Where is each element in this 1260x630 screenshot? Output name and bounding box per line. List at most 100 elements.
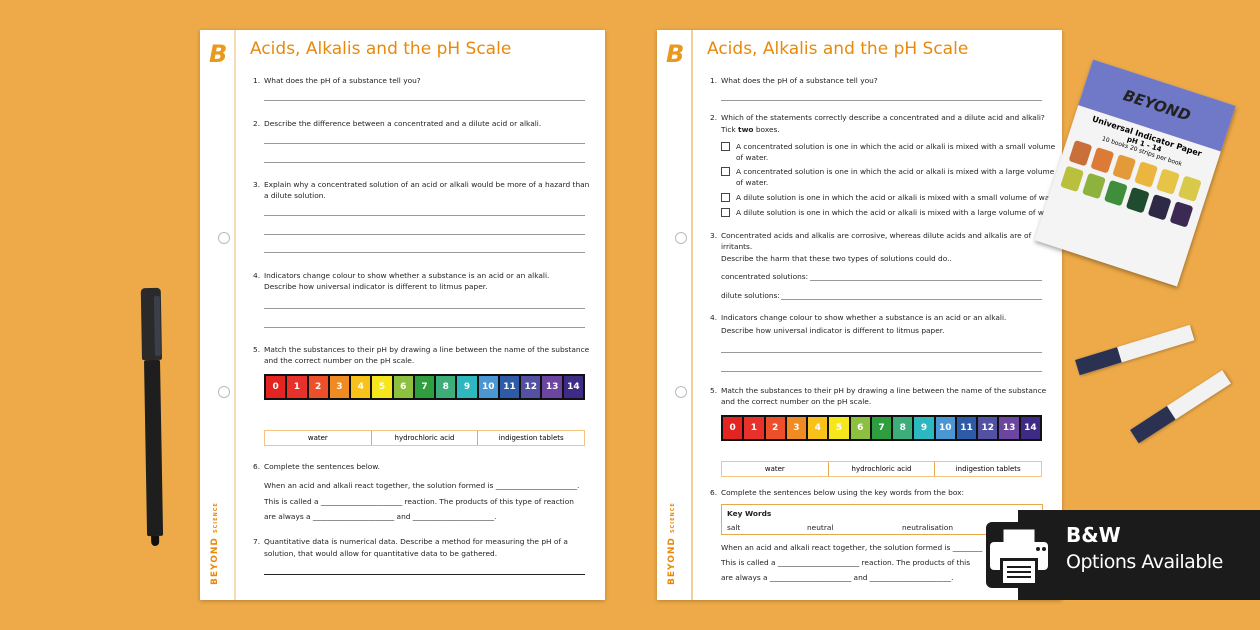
question-5: Match the substances to their pH by draw… (264, 345, 590, 354)
q-number: 3. (253, 180, 261, 189)
beyond-logo-icon: B (209, 40, 228, 68)
answer-line[interactable] (264, 327, 585, 328)
question-1: What does the pH of a substance tell you… (264, 76, 421, 85)
checkbox[interactable] (721, 142, 730, 151)
ph-cell: 13 (999, 417, 1019, 439)
ph-cell: 14 (563, 376, 583, 398)
ph-cell: 11 (956, 417, 977, 439)
option-1: A concentrated solution is one in which … (736, 142, 1056, 151)
punch-hole (218, 232, 230, 244)
q-number: 2. (710, 113, 718, 122)
option-2: A concentrated solution is one in which … (736, 167, 1055, 176)
answer-line[interactable] (264, 308, 585, 309)
answer-line[interactable] (264, 252, 585, 253)
question-4-cont: Describe how universal indicator is diff… (721, 326, 945, 335)
ph-cell: 11 (499, 376, 520, 398)
question-5-cont: and the correct number on the pH scale. (264, 356, 415, 365)
question-6: Complete the sentences below using the k… (721, 488, 964, 497)
substance-box: hydrochloric acid (370, 431, 478, 445)
color-swatch (1112, 154, 1137, 181)
answer-line[interactable] (264, 215, 585, 216)
answer-line[interactable] (264, 100, 585, 101)
q2-text: Tick (721, 125, 739, 134)
sentence-1: When an acid and alkali react together, … (264, 481, 580, 490)
question-4-cont: Describe how universal indicator is diff… (264, 282, 488, 291)
q-number: 3. (710, 231, 718, 240)
checkbox[interactable] (721, 208, 730, 217)
q-number: 6. (710, 488, 718, 497)
q2-bold: two (738, 125, 754, 134)
brand-vertical: BEYOND SCIENCE (667, 502, 677, 585)
sentence-1: When an acid and alkali react together, … (721, 543, 983, 552)
ph-cell: 5 (372, 376, 392, 398)
beyond-logo-icon: B (666, 40, 685, 68)
q-number: 1. (253, 76, 261, 85)
q2-text: boxes. (753, 125, 780, 134)
answer-line[interactable] (264, 574, 585, 575)
pen (138, 287, 168, 547)
color-swatch (1103, 179, 1128, 207)
q-number: 1. (710, 76, 718, 85)
color-swatch (1169, 201, 1194, 228)
brand-vertical: BEYOND SCIENCE (210, 502, 220, 585)
option-2-cont: of water. (736, 178, 769, 187)
color-swatch (1177, 175, 1202, 202)
question-3-prompt: Describe the harm that these two types o… (721, 254, 952, 263)
ph-cell: 3 (329, 376, 350, 398)
key-words-title: Key Words (727, 509, 772, 518)
question-3-cont: a dilute solution. (264, 191, 326, 200)
answer-line[interactable] (721, 352, 1042, 353)
answer-line[interactable] (264, 143, 585, 144)
ph-cell: 6 (393, 376, 413, 398)
ph-cell: 12 (521, 376, 541, 398)
badge-subtitle: Options Available (1066, 551, 1223, 573)
option-1-cont: of water. (736, 153, 769, 162)
answer-line[interactable] (264, 162, 585, 163)
question-2-cont: Tick two boxes. (721, 125, 780, 135)
checkbox[interactable] (721, 167, 730, 176)
margin-rule (234, 30, 236, 600)
answer-line[interactable] (721, 100, 1042, 101)
punch-hole (675, 232, 687, 244)
question-3-cont: irritants. (721, 242, 753, 251)
question-2: Describe the difference between a concen… (264, 119, 542, 128)
answer-line[interactable] (264, 234, 585, 235)
sentence-3: are always a ______________________ and … (721, 573, 954, 582)
brand-sub: SCIENCE (213, 502, 219, 533)
q-number: 6. (253, 462, 261, 471)
substance-box: indigestion tablets (934, 462, 1041, 476)
bw-options-badge: B&W Options Available (986, 510, 1260, 600)
dilute-label: dilute solutions: (721, 291, 780, 300)
q-number: 7. (253, 537, 261, 546)
brand-sub: SCIENCE (670, 502, 676, 533)
question-4: Indicators change colour to show whether… (721, 313, 1007, 322)
ph-cell: 10 (478, 376, 498, 398)
punch-hole (218, 386, 230, 398)
ph-cell: 13 (542, 376, 562, 398)
color-swatch (1155, 168, 1180, 195)
ph-cell: 0 (723, 417, 743, 439)
ph-cell: 0 (266, 376, 286, 398)
ph-cell: 7 (871, 417, 892, 439)
option-3: A dilute solution is one in which the ac… (736, 193, 1062, 202)
substance-box: water (307, 434, 328, 442)
ph-cell: 1 (744, 417, 764, 439)
question-1: What does the pH of a substance tell you… (721, 76, 878, 85)
q-number: 4. (710, 313, 718, 322)
key-word: neutral (807, 523, 834, 532)
indicator-paper-card: BEYOND Universal Indicator Paper pH 1 - … (1034, 59, 1236, 287)
substance-boxes: water hydrochloric acid indigestion tablet… (721, 461, 1042, 477)
q-number: 4. (253, 271, 261, 280)
substance-box: hydrochloric acid (827, 462, 935, 476)
answer-line[interactable] (781, 299, 1042, 300)
checkbox[interactable] (721, 193, 730, 202)
answer-line[interactable] (721, 371, 1042, 372)
indicator-strip (1075, 324, 1195, 376)
key-word: neutralisation (902, 523, 954, 532)
margin-rule (691, 30, 693, 600)
q-number: 2. (253, 119, 261, 128)
key-word: salt (727, 523, 741, 532)
sentence-3: are always a ______________________ and … (264, 512, 497, 521)
worksheet-page-2: B Acids, Alkalis and the pH Scale BEYOND… (657, 30, 1062, 600)
answer-line[interactable] (810, 280, 1042, 281)
